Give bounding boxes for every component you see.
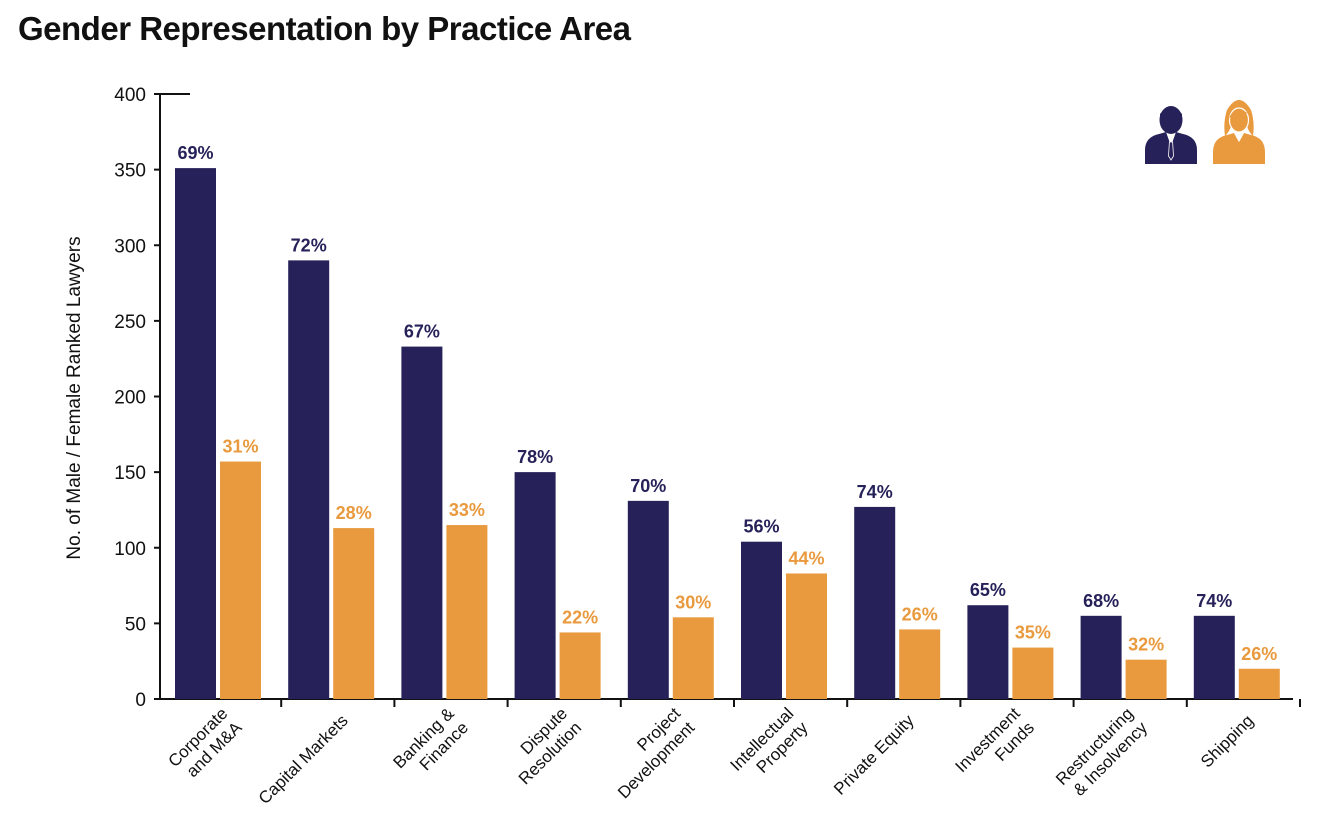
- category-label-line: Shipping: [1197, 711, 1257, 771]
- male-person-icon: [1145, 106, 1197, 164]
- data-label-female: 35%: [1015, 623, 1051, 643]
- category-label: DisputeResolution: [501, 704, 585, 788]
- y-tick-label: 100: [114, 539, 146, 560]
- bar-female: [899, 629, 941, 699]
- bar-female: [1238, 668, 1280, 699]
- bar-female: [559, 632, 601, 699]
- bar-female: [1012, 647, 1054, 699]
- bar-female: [446, 525, 488, 699]
- y-tick-label: 400: [114, 85, 146, 106]
- y-tick-label: 250: [114, 312, 146, 333]
- y-tick-label: 0: [135, 690, 146, 711]
- data-label-female: 30%: [675, 592, 711, 612]
- data-label-male: 69%: [177, 143, 213, 163]
- y-tick-label: 200: [114, 388, 146, 409]
- data-labels: 69% 31% 72% 28% 67% 33% 78% 22% 70% 30% 56% 44% 74% 2…: [177, 143, 1277, 664]
- data-label-male: 65%: [970, 580, 1006, 600]
- data-label-female: 31%: [222, 437, 258, 457]
- data-label-female: 22%: [562, 607, 598, 627]
- bar-female: [220, 461, 261, 699]
- data-label-male: 72%: [291, 235, 327, 255]
- bar-male: [854, 506, 896, 699]
- data-label-male: 67%: [404, 322, 440, 342]
- bar-male: [967, 605, 1009, 699]
- data-label-male: 68%: [1083, 591, 1119, 611]
- category-label: Shipping: [1197, 711, 1257, 771]
- data-label-female: 26%: [1241, 644, 1277, 664]
- category-label: ProjectDevelopment: [600, 704, 699, 803]
- bar-male: [288, 260, 330, 699]
- y-tick-label: 150: [114, 463, 146, 484]
- category-label: IntellectualProperty: [727, 704, 812, 789]
- data-label-female: 32%: [1128, 635, 1164, 655]
- bar-male: [1193, 615, 1235, 699]
- data-label-male: 74%: [1196, 591, 1232, 611]
- bar-male: [175, 168, 216, 700]
- data-label-female: 26%: [902, 604, 938, 624]
- data-label-female: 28%: [336, 503, 372, 523]
- y-axis-label: No. of Male / Female Ranked Lawyers: [64, 236, 85, 559]
- category-labels: Corporateand M&A Capital Markets Banking &…: [165, 704, 1258, 808]
- chart-title: Gender Representation by Practice Area: [18, 10, 631, 47]
- y-tick-label: 300: [114, 236, 146, 257]
- category-label: Capital Markets: [255, 711, 352, 808]
- bars: [175, 168, 1280, 700]
- bar-male: [514, 472, 556, 699]
- data-label-female: 33%: [449, 500, 485, 520]
- data-label-male: 70%: [630, 476, 666, 496]
- bar-male: [741, 541, 782, 699]
- category-label: Banking &Finance: [390, 704, 473, 787]
- female-person-icon: [1213, 100, 1265, 164]
- category-label: Corporateand M&A: [165, 704, 247, 786]
- category-label-line: Capital Markets: [255, 711, 352, 808]
- y-tick-label: 50: [125, 614, 146, 635]
- bar-female: [1125, 659, 1167, 699]
- bar-female: [786, 573, 827, 699]
- bar-female: [672, 617, 714, 699]
- category-label: Restructuring& Insolvency: [1052, 704, 1151, 803]
- category-label: Private Equity: [830, 711, 918, 799]
- data-label-female: 44%: [788, 548, 824, 568]
- category-label-line: Private Equity: [830, 711, 918, 799]
- bar-female: [333, 528, 375, 699]
- data-label-male: 74%: [857, 482, 893, 502]
- bar-male: [627, 500, 669, 699]
- bar-male: [401, 346, 443, 699]
- category-label: InvestmentFunds: [952, 704, 1039, 791]
- bar-male: [1080, 615, 1122, 699]
- data-label-male: 78%: [517, 447, 553, 467]
- data-label-male: 56%: [743, 517, 779, 537]
- y-tick-label: 350: [114, 161, 146, 182]
